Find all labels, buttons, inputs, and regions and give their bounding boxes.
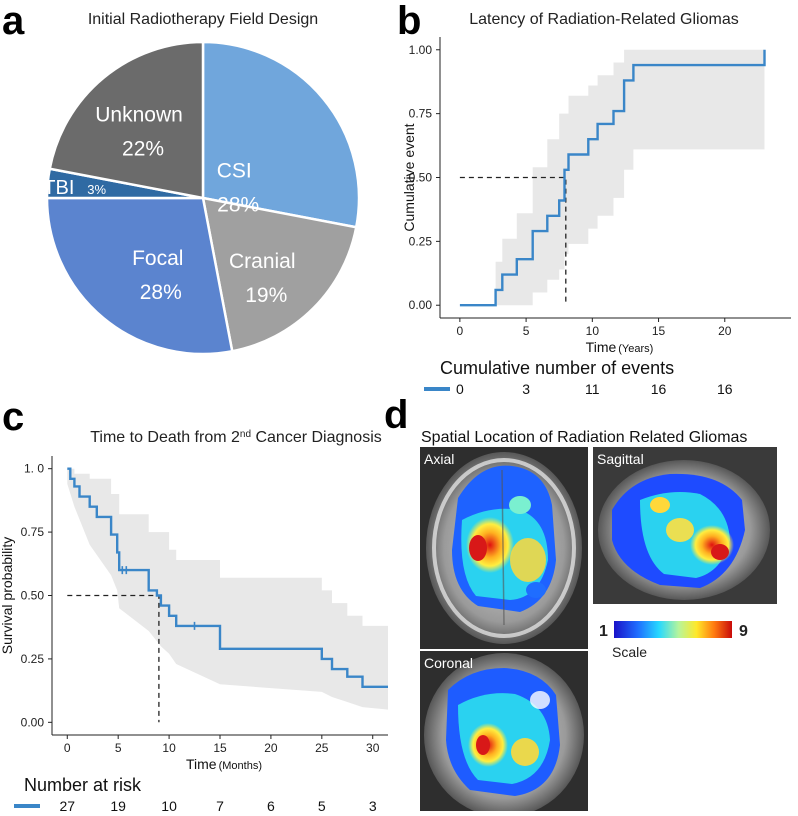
panel-letter-d: d <box>384 393 408 437</box>
survival-y-label: Survival probability <box>0 537 15 655</box>
survival-table-value: 19 <box>110 798 126 814</box>
latency-curve <box>459 49 766 307</box>
survival-table-value: 7 <box>216 798 224 814</box>
survival-x-tick-label: 15 <box>213 741 227 755</box>
survival-risk-table: 27 19 10 7 6 5 3 <box>59 798 376 814</box>
pie-pct-cranial: 19% <box>245 284 287 307</box>
pie-pct-csi: 28% <box>217 194 259 217</box>
survival-censor-mark <box>190 621 199 630</box>
panel-letter-c: c <box>2 395 24 439</box>
latency-y-label: Cumulative event <box>401 123 417 231</box>
latency-table-value: 16 <box>717 381 733 397</box>
latency-x-tick-label: 20 <box>718 324 732 338</box>
scale-min-label: 1 <box>599 623 608 640</box>
survival-censor-mark <box>122 566 131 575</box>
panel-letter-a: a <box>2 0 25 43</box>
latency-chart: 0.00 0.25 0.50 0.75 1.00 0 5 10 15 20 Time (Years) C… <box>401 37 791 355</box>
latency-y-tick-label: 1.00 <box>409 43 433 57</box>
survival-x-label-main: Time <box>186 756 217 772</box>
survival-x-tick-label: 25 <box>315 741 329 755</box>
pie-pct-focal: 28% <box>140 281 182 304</box>
pie-label-unknown: Unknown <box>95 103 183 126</box>
pie-slice-focal <box>45 196 234 356</box>
survival-curve <box>67 467 388 688</box>
pie-slice-csi <box>201 40 361 229</box>
survival-title: Time to Death from 2nd Cancer Diagnosis <box>90 429 382 447</box>
survival-table-value: 5 <box>318 798 326 814</box>
survival-x-tick-label: 0 <box>64 741 71 755</box>
pie-label-tbi: TBI <box>43 177 74 199</box>
color-scale-bar <box>614 621 732 638</box>
pie-slice-unknown <box>48 40 205 200</box>
latency-events-table: 0 3 11 16 16 <box>456 381 733 397</box>
latency-y-tick-label: 0.75 <box>409 107 433 121</box>
latency-median-line <box>459 176 567 306</box>
latency-table-title: Cumulative number of events <box>440 358 674 378</box>
pie-slice-cranial <box>201 196 358 353</box>
latency-title: Latency of Radiation-Related Gliomas <box>469 11 738 28</box>
scale-caption: Scale <box>612 644 647 660</box>
pie-title: Initial Radiotherapy Field Design <box>88 11 318 28</box>
latency-table-value: 0 <box>456 381 464 397</box>
survival-y-tick-label: 1. 0 <box>24 462 44 476</box>
latency-table-value: 16 <box>651 381 667 397</box>
survival-y-tick-label: 0.75 <box>21 525 45 539</box>
survival-ci-band <box>67 468 389 710</box>
axial-label: Axial <box>424 451 454 467</box>
latency-x-label: Time (Years) <box>586 339 654 355</box>
survival-title-end: Cancer Diagnosis <box>251 429 382 446</box>
survival-x-tick-label: 5 <box>115 741 122 755</box>
coronal-view <box>420 651 588 811</box>
latency-x-tick-label: 5 <box>523 324 530 338</box>
pie-label-csi: CSI <box>217 160 252 183</box>
scale-max-label: 9 <box>739 623 748 640</box>
coronal-label: Coronal <box>424 655 473 671</box>
latency-y-tick-label: 0.00 <box>409 298 433 312</box>
survival-x-tick-label: 30 <box>366 741 380 755</box>
survival-y-tick-label: 0.50 <box>21 589 45 603</box>
latency-table-value: 3 <box>522 381 530 397</box>
latency-x-tick-label: 0 <box>457 324 464 338</box>
pie-label-focal: Focal <box>132 247 183 270</box>
survival-chart: 0.00 0.25 0.50 0.75 1. 0 0 5 10 15 20 25 30 Time (Mon… <box>0 456 389 772</box>
survival-x-tick-label: 20 <box>264 741 278 755</box>
mri-title: Spatial Location of Radiation Related Gl… <box>421 429 747 446</box>
pie-label-cranial: Cranial <box>229 250 296 273</box>
latency-x-tick-label: 10 <box>586 324 600 338</box>
survival-table-value: 27 <box>59 798 75 814</box>
survival-table-title: Number at risk <box>24 775 142 795</box>
survival-table-value: 6 <box>267 798 275 814</box>
survival-x-label: Time (Months) <box>186 756 262 772</box>
survival-title-main: Time to Death from 2 <box>90 429 240 446</box>
latency-y-tick-label: 0.50 <box>409 171 433 185</box>
survival-y-tick-label: 0.25 <box>21 652 45 666</box>
sagittal-view <box>593 447 777 604</box>
latency-y-tick-label: 0.25 <box>409 234 433 248</box>
survival-x-label-unit: (Months) <box>219 760 262 772</box>
panel-letter-b: b <box>397 0 421 43</box>
survival-table-value: 3 <box>369 798 377 814</box>
survival-x-tick-label: 10 <box>162 741 176 755</box>
pie-pct-tbi: 3% <box>87 182 106 197</box>
survival-title-sup: nd <box>240 429 251 440</box>
survival-y-tick-label: 0.00 <box>21 715 45 729</box>
pie-chart: CSI 28% Cranial 19% Focal 28% TBI 3% Unknown 22% <box>43 40 361 356</box>
latency-x-label-unit: (Years) <box>618 343 653 355</box>
survival-table-value: 10 <box>161 798 177 814</box>
axial-view <box>420 447 588 649</box>
pie-pct-unknown: 22% <box>122 137 164 160</box>
latency-table-value: 11 <box>585 381 600 397</box>
sagittal-label: Sagittal <box>597 451 644 467</box>
latency-ci-band <box>459 49 765 306</box>
latency-x-label-main: Time <box>586 339 617 355</box>
latency-x-tick-label: 15 <box>652 324 666 338</box>
